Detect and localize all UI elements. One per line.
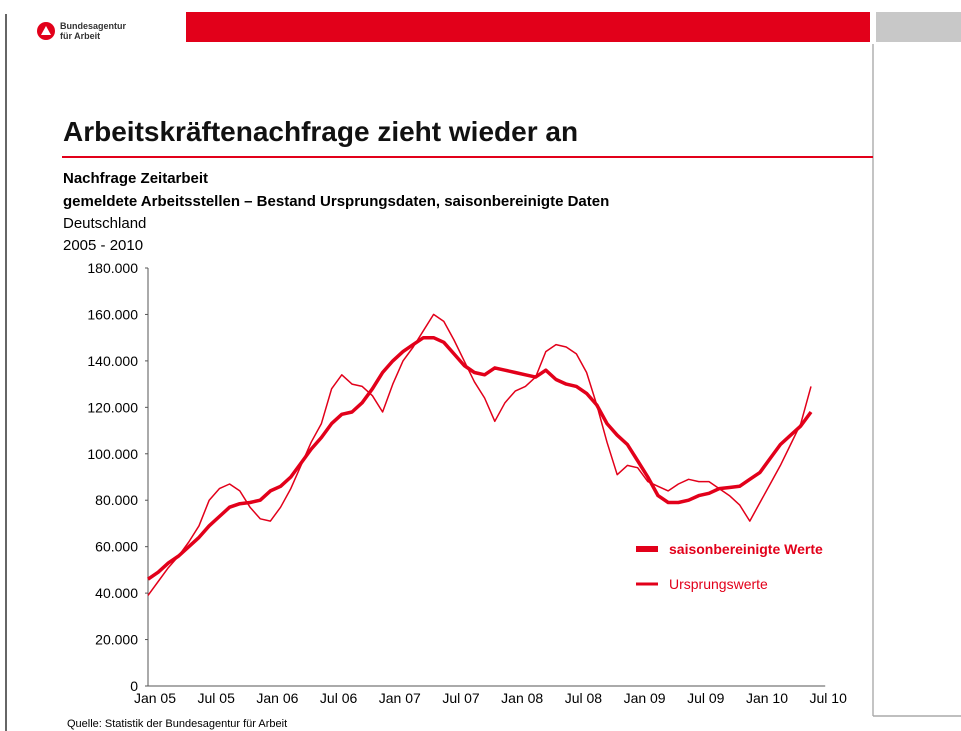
logo-text: Bundesagentur — [60, 21, 127, 31]
x-tick-label: Jul 10 — [810, 690, 848, 706]
x-tick-label: Jul 07 — [442, 690, 480, 706]
logo-text: für Arbeit — [60, 31, 100, 41]
header-gray — [876, 12, 961, 42]
x-tick-label: Jan 10 — [746, 690, 788, 706]
header-bar — [186, 12, 870, 42]
x-tick-label: Jul 06 — [320, 690, 358, 706]
source: Quelle: Statistik der Bundesagentur für … — [67, 718, 287, 730]
x-tick-label: Jan 05 — [134, 690, 176, 706]
y-tick-label: 60.000 — [95, 539, 138, 555]
y-tick-label: 0 — [130, 678, 138, 694]
x-tick-label: Jan 06 — [256, 690, 298, 706]
y-tick-label: 160.000 — [87, 306, 138, 322]
x-tick-label: Jul 08 — [565, 690, 603, 706]
y-tick-label: 20.000 — [95, 632, 138, 648]
series-line — [147, 313, 812, 596]
x-tick-label: Jul 05 — [198, 690, 236, 706]
y-tick-label: 40.000 — [95, 585, 138, 601]
subtitle: 2005 - 2010 — [63, 237, 143, 254]
x-tick-label: Jan 08 — [501, 690, 543, 706]
y-tick-label: 180.000 — [87, 260, 138, 276]
slide-title: Arbeitskräftenachfrage zieht wieder an — [63, 116, 578, 147]
subtitle: gemeldete Arbeitsstellen – Bestand Urspr… — [63, 193, 609, 210]
x-tick-label: Jan 09 — [624, 690, 666, 706]
y-tick-label: 140.000 — [87, 353, 138, 369]
subtitle: Nachfrage Zeitarbeit — [63, 170, 208, 187]
logo — [37, 22, 55, 40]
legend-label: Ursprungswerte — [669, 576, 768, 592]
legend-label: saisonbereinigte Werte — [669, 541, 823, 557]
y-tick-label: 100.000 — [87, 446, 138, 462]
x-tick-label: Jul 09 — [687, 690, 725, 706]
x-tick-label: Jan 07 — [379, 690, 421, 706]
series-line — [147, 335, 813, 581]
y-tick-label: 80.000 — [95, 492, 138, 508]
subtitle: Deutschland — [63, 215, 146, 232]
y-tick-label: 120.000 — [87, 399, 138, 415]
